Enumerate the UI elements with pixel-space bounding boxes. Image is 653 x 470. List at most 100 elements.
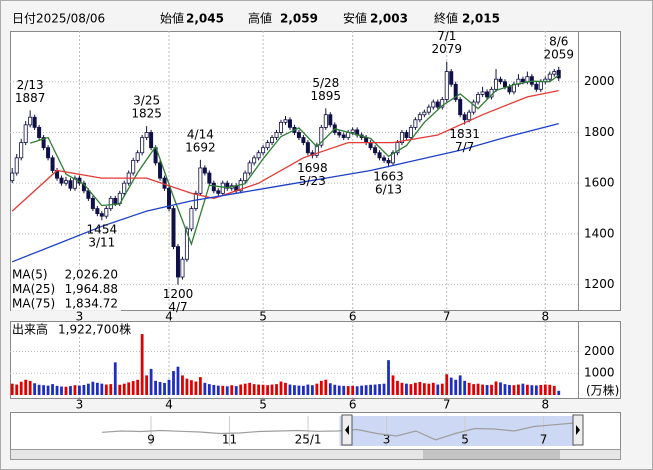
- volume-bar: [454, 379, 458, 395]
- candle-body: [59, 177, 64, 184]
- navigator-label: 7: [540, 433, 548, 447]
- candle-body: [72, 177, 77, 189]
- volume-bar: [539, 384, 543, 395]
- annotation-date: 8/6: [549, 34, 568, 48]
- candle-body: [364, 137, 369, 143]
- volume-bar: [382, 383, 386, 395]
- candle-body: [189, 208, 194, 230]
- candle-body: [399, 132, 404, 143]
- volume-bar: [225, 386, 229, 395]
- x-tick-label: 5: [259, 398, 267, 412]
- candle-body: [37, 126, 42, 138]
- header-label: 始値: [160, 11, 184, 26]
- volume-bar: [46, 385, 50, 395]
- x-tick-label: 7: [443, 310, 451, 324]
- annotation-value: 1200: [163, 287, 194, 301]
- volume-bar: [86, 383, 90, 395]
- handle-arrow: [345, 425, 349, 435]
- volume-bar: [109, 384, 113, 395]
- candle-body: [404, 132, 409, 138]
- volume-bar: [387, 360, 390, 395]
- header-label: 終値: [434, 11, 458, 26]
- annotation-value: 1887: [15, 91, 46, 105]
- volume-bar: [252, 384, 256, 395]
- volume-bar: [476, 383, 480, 395]
- volume-bar: [409, 384, 413, 395]
- volume-bar: [212, 384, 216, 395]
- annotation-date: 4/14: [187, 127, 214, 141]
- volume-bar: [517, 384, 520, 395]
- volume-bar: [333, 384, 337, 395]
- chart-layer: 日付 2025/08/06 始値 2,045 高値 2,059 安値 2,003 終値 2,015…: [10, 11, 619, 447]
- candle-body: [122, 182, 127, 194]
- y-tick-label: 1800: [584, 125, 615, 139]
- volume-bar: [149, 368, 153, 395]
- candle-body: [328, 114, 333, 126]
- volume-bar: [499, 382, 502, 395]
- candle-body: [507, 86, 512, 93]
- candle-body: [50, 157, 55, 171]
- x-tick-label: 4: [165, 398, 173, 412]
- volume-bar: [37, 384, 41, 395]
- candle-body: [382, 157, 387, 161]
- volume-bar: [342, 385, 346, 395]
- volume-bar: [427, 383, 431, 395]
- candle-body: [108, 197, 113, 209]
- volume-bar: [136, 379, 140, 395]
- candle-body: [476, 94, 481, 103]
- volume-bar: [19, 381, 23, 395]
- y-tick-label: 1000: [584, 366, 615, 380]
- volume-bar: [472, 384, 476, 395]
- annotation-date: 3/25: [133, 94, 160, 108]
- candle-body: [377, 152, 382, 159]
- moving-average-line: [30, 74, 560, 247]
- volume-bar: [154, 380, 157, 395]
- volume-bar: [243, 383, 247, 395]
- volume-bar: [158, 381, 162, 395]
- volume-bar: [315, 383, 319, 395]
- x-tick-label: 6: [349, 310, 357, 324]
- y-tick-label: 2000: [584, 74, 615, 88]
- candle-body: [350, 129, 355, 133]
- x-tick-label: 7: [443, 398, 451, 412]
- volume-bar: [275, 384, 278, 395]
- volume-bar: [543, 384, 547, 395]
- volume-bar: [369, 384, 372, 395]
- candle-body: [525, 76, 530, 83]
- volume-bar: [100, 383, 104, 395]
- moving-average-line: [11, 89, 559, 212]
- candle-body: [538, 81, 543, 90]
- volume-bar: [337, 385, 341, 395]
- x-tick-label: 8: [541, 398, 549, 412]
- volume-bar: [248, 382, 252, 395]
- legend-bg: [11, 297, 121, 311]
- candle-body: [167, 187, 172, 209]
- volume-title-bg: [11, 322, 129, 336]
- volume-bar: [216, 385, 220, 395]
- candle-body: [184, 228, 189, 260]
- volume-bar: [190, 380, 193, 395]
- candle-body: [243, 172, 248, 182]
- volume-bar: [306, 384, 310, 395]
- candle-body: [534, 83, 539, 90]
- annotation-date: 2/13: [17, 78, 44, 92]
- volume-bar: [431, 382, 435, 395]
- candle-body: [23, 124, 28, 143]
- candle-body: [431, 101, 436, 108]
- scrollbar-thumb[interactable]: [423, 450, 560, 459]
- candle-body: [296, 132, 301, 138]
- candle-body: [131, 159, 136, 174]
- x-tick-label: 3: [76, 310, 84, 324]
- volume-bar: [118, 384, 122, 395]
- volume-bar: [481, 384, 484, 395]
- annotation-value: 1663: [373, 170, 404, 184]
- volume-bar: [266, 385, 269, 395]
- annotation-value: 2079: [431, 42, 462, 56]
- volume-bar: [508, 384, 511, 395]
- annotation-value: 1895: [311, 89, 342, 103]
- volume-bar: [221, 385, 225, 395]
- volume-bar: [422, 383, 426, 395]
- x-tick-label: 3: [76, 398, 84, 412]
- volume-bar: [10, 383, 14, 395]
- scrollbar[interactable]: [10, 449, 621, 460]
